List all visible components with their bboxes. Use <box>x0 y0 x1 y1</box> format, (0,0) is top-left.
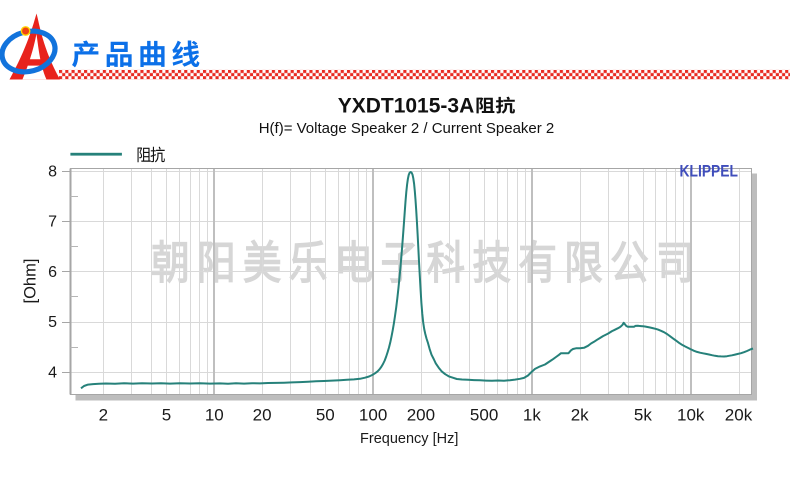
svg-text:[Ohm]: [Ohm] <box>22 259 40 304</box>
svg-text:10k: 10k <box>677 406 705 425</box>
svg-text:2: 2 <box>99 406 108 425</box>
svg-text:2k: 2k <box>571 406 589 425</box>
svg-text:100: 100 <box>359 406 387 425</box>
svg-text:10: 10 <box>205 406 224 425</box>
svg-text:500: 500 <box>470 406 498 425</box>
svg-text:50: 50 <box>316 406 335 425</box>
svg-text:Frequency [Hz]: Frequency [Hz] <box>360 431 458 447</box>
svg-text:5k: 5k <box>634 406 652 425</box>
svg-text:KLIPPEL: KLIPPEL <box>680 161 739 180</box>
svg-text:7: 7 <box>48 214 57 231</box>
svg-text:1k: 1k <box>523 406 541 425</box>
svg-text:5: 5 <box>48 314 57 331</box>
svg-text:6: 6 <box>48 264 57 281</box>
svg-text:20k: 20k <box>725 406 753 425</box>
svg-text:YXDT1015-3A: YXDT1015-3A <box>338 95 475 118</box>
svg-text:200: 200 <box>407 406 435 425</box>
svg-text:20: 20 <box>253 406 272 425</box>
svg-text:5: 5 <box>162 406 171 425</box>
svg-text:4: 4 <box>48 364 57 381</box>
svg-text:8: 8 <box>48 164 57 181</box>
svg-text:H(f)= Voltage Speaker 2 / Curr: H(f)= Voltage Speaker 2 / Current Speake… <box>259 120 555 137</box>
